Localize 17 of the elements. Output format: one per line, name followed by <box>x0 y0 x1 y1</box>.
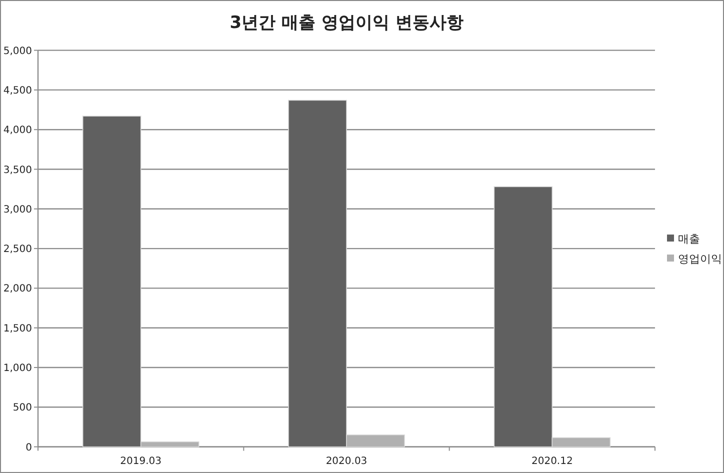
y-tick-label: 1,000 <box>3 363 32 374</box>
y-tick-label: 2,000 <box>3 284 32 295</box>
y-tick-label: 2,500 <box>3 244 32 256</box>
chart-title: 3년간 매출 영업이익 변동사항 <box>230 13 464 33</box>
y-tick-label: 3,500 <box>3 164 32 176</box>
legend-label: 영업이익 <box>678 252 722 266</box>
x-tick-label: 2020.12 <box>531 456 573 467</box>
y-tick-label: 1,500 <box>3 323 32 334</box>
y-tick-label: 3,000 <box>3 204 32 216</box>
y-tick-label: 0 <box>26 442 32 454</box>
y-tick-label: 4,500 <box>3 85 32 96</box>
y-tick-label: 5,000 <box>3 46 32 57</box>
y-tick-label: 4,000 <box>3 125 32 136</box>
legend-label: 매출 <box>678 232 700 246</box>
y-tick-label: 500 <box>12 402 32 414</box>
x-tick-label: 2020.03 <box>326 456 368 467</box>
x-tick-label: 2019.03 <box>120 456 162 467</box>
